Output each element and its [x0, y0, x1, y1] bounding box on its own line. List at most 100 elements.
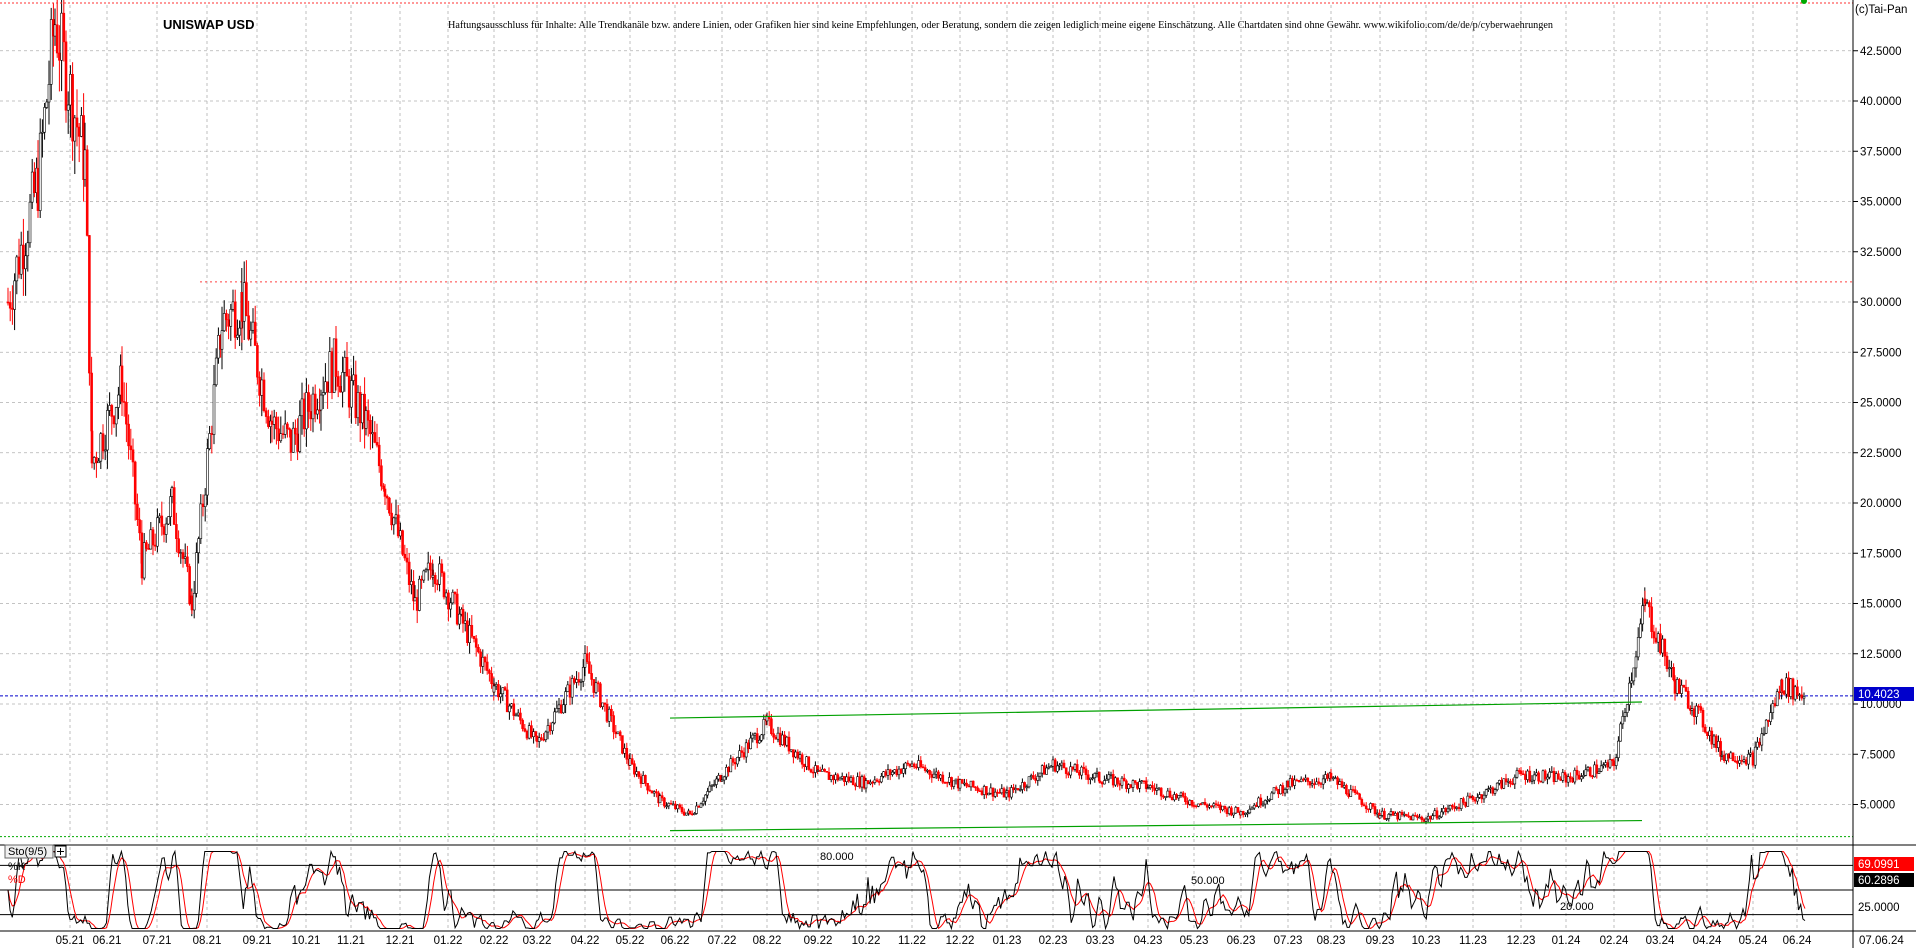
x-tick-label-13: 06.22	[661, 935, 690, 947]
candle-body-586	[1259, 797, 1263, 806]
candle-body-310	[663, 797, 666, 807]
candle-body-658	[1413, 815, 1417, 817]
candle-body-240	[512, 703, 516, 716]
candle-body-303	[648, 789, 652, 792]
candle-body-453	[971, 780, 975, 788]
candle-body-412	[882, 771, 885, 777]
candle-body-695	[1493, 789, 1497, 794]
candle-body-227	[485, 661, 489, 671]
x-tick-label-16: 09.22	[804, 935, 833, 947]
candle-body-162	[347, 375, 351, 408]
candle-body-370	[792, 749, 795, 758]
horizontal-reference-lines	[0, 281, 1853, 838]
candle-body-183	[392, 517, 396, 526]
candle-body-742	[1595, 764, 1599, 774]
candle-body-578	[1241, 811, 1245, 815]
candle-body-729	[1566, 776, 1570, 783]
candle-body-14	[36, 167, 40, 211]
candle-body-444	[952, 780, 956, 787]
candle-body-24	[58, 52, 61, 61]
candle-body-97	[210, 433, 214, 435]
candle-body-629	[1351, 789, 1355, 791]
candle-body-314	[671, 803, 675, 806]
candle-body-709	[1524, 774, 1527, 780]
candle-body-279	[596, 682, 600, 685]
candle-body-105	[227, 319, 230, 327]
candle-body-32	[75, 117, 79, 128]
y-tick-label-15: 5.0000	[1860, 800, 1895, 812]
candle-body-341	[729, 758, 733, 773]
candle-body-630	[1353, 789, 1357, 794]
candle-body-628	[1349, 789, 1353, 797]
y-tick-label-8: 22.5000	[1860, 448, 1902, 460]
candle-body-172	[369, 419, 372, 435]
candle-body-498	[1069, 766, 1072, 776]
candle-body-43	[97, 460, 100, 464]
candle-body-544	[1168, 790, 1172, 798]
candle-body-717	[1541, 770, 1545, 783]
candle-body-366	[783, 734, 786, 746]
candle-body-837	[1796, 686, 1799, 696]
candle-body-264	[564, 691, 567, 706]
candle-body-38	[88, 235, 91, 374]
candle-body-681	[1464, 802, 1467, 807]
candle-body-433	[928, 770, 931, 775]
candle-body-506	[1086, 774, 1090, 780]
candle-body-728	[1564, 774, 1568, 783]
candle-body-580	[1246, 812, 1249, 815]
candle-body-639	[1373, 806, 1377, 815]
candle-body-54	[120, 365, 124, 402]
candle-body-252	[537, 737, 541, 742]
candle-body-637	[1369, 803, 1372, 810]
candle-body-94	[203, 494, 207, 508]
y-tick-label-10: 17.5000	[1860, 548, 1902, 560]
candle-body-322	[688, 810, 692, 815]
candle-body-128	[275, 416, 278, 430]
candle-body-557	[1197, 803, 1200, 807]
candle-body-193	[413, 597, 417, 602]
candle-body-707	[1519, 770, 1523, 775]
candle-body-304	[650, 790, 654, 794]
candle-body-208	[444, 592, 448, 598]
candle-body-318	[680, 807, 684, 813]
candle-body-632	[1358, 793, 1361, 800]
candle-body-566	[1216, 804, 1220, 806]
candle-body-701	[1506, 780, 1510, 783]
candle-body-686	[1473, 799, 1477, 802]
candle-body-425	[910, 763, 914, 767]
candle-body-170	[364, 410, 368, 429]
candle-body-394	[843, 776, 846, 782]
candle-body-420	[899, 768, 903, 774]
candle-body-78	[170, 487, 174, 497]
candle-body-702	[1509, 780, 1512, 784]
x-tick-label-24: 05.23	[1180, 935, 1209, 947]
candle-body-286	[612, 715, 615, 733]
candle-body-358	[765, 716, 769, 722]
candle-body-600	[1288, 778, 1292, 788]
candle-body-604	[1297, 780, 1301, 782]
candle-body-507	[1089, 777, 1092, 780]
candle-body-698	[1500, 780, 1503, 789]
candle-body-294	[628, 758, 632, 766]
candle-body-622	[1336, 777, 1339, 785]
candle-body-568	[1221, 805, 1224, 811]
candle-body-445	[954, 778, 958, 782]
candle-body-0	[6, 301, 10, 304]
candle-body-803	[1725, 753, 1728, 761]
candle-body-136	[291, 427, 295, 453]
y-tick-label-1: 40.0000	[1860, 96, 1902, 108]
candle-body-2	[11, 307, 14, 310]
candle-body-232	[494, 684, 498, 687]
candle-body-95	[206, 448, 209, 496]
candle-body-570	[1225, 808, 1229, 814]
candle-body-421	[902, 768, 905, 774]
candle-body-320	[685, 812, 688, 816]
indicator-name-box[interactable]	[4, 844, 54, 859]
candle-body-700	[1504, 778, 1508, 783]
candle-body-372	[796, 751, 800, 759]
candle-body-374	[800, 754, 804, 765]
candle-body-377	[807, 756, 811, 770]
candle-body-298	[637, 771, 641, 777]
candle-body-324	[693, 813, 696, 815]
candle-body-636	[1367, 808, 1370, 811]
